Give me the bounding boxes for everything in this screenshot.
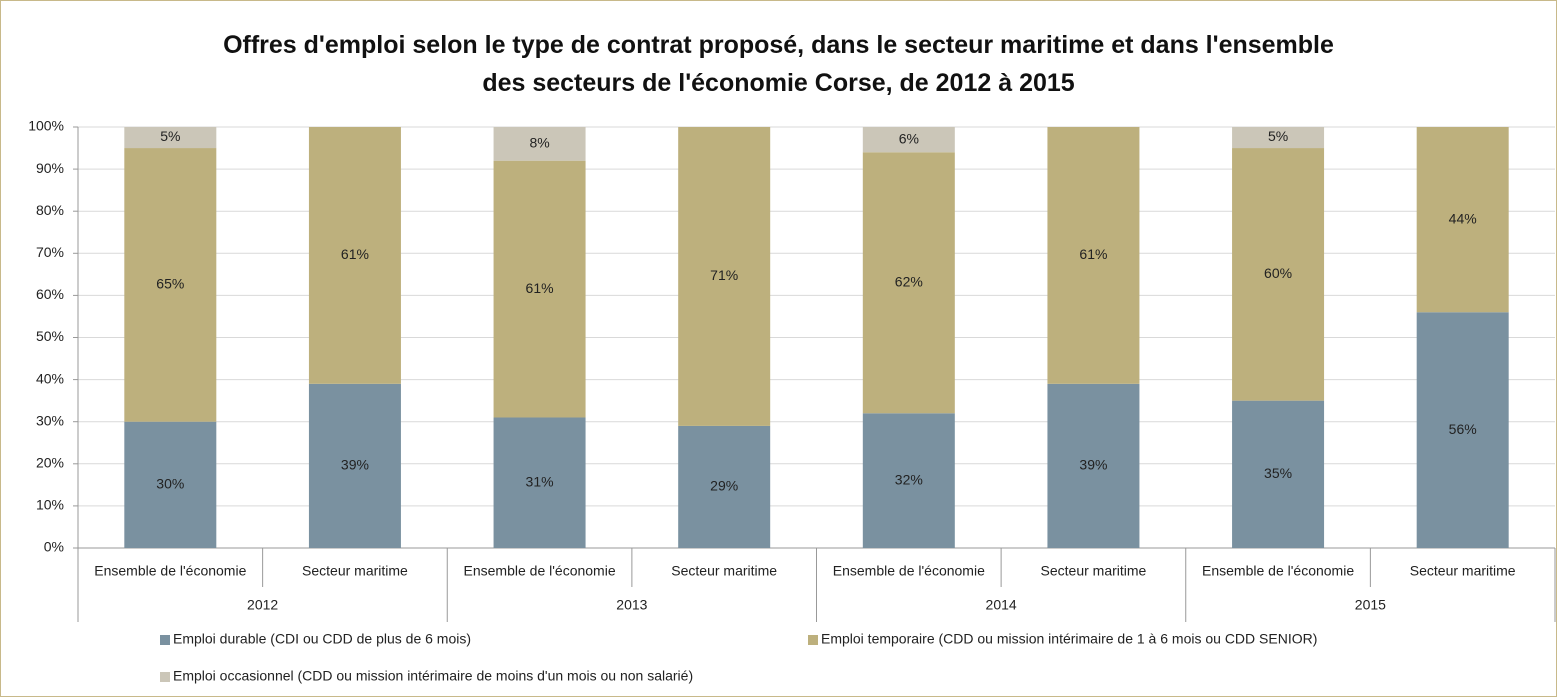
group-label: 2014 [986,597,1017,613]
group-label: 2012 [247,597,278,613]
group-label: 2015 [1355,597,1386,613]
data-label: 30% [156,476,184,492]
bar-segment [493,417,586,548]
data-label: 61% [341,246,369,262]
legend-swatch [808,635,818,645]
x-tick-label: Secteur maritime [302,563,408,579]
bar-segment [124,421,217,548]
data-label: 29% [710,478,738,494]
bar-segment [1047,383,1140,548]
bar-segment [678,127,771,426]
y-tick-label: 30% [36,412,64,428]
bar-segment [124,148,217,422]
bar-segment [308,383,401,548]
data-label: 31% [526,473,554,489]
data-label: 32% [895,471,923,487]
legend-label: Emploi temporaire (CDD ou mission intéri… [821,631,1317,647]
data-label: 71% [710,267,738,283]
legend-label: Emploi durable (CDI ou CDD de plus de 6 … [173,631,471,647]
y-tick-label: 60% [36,286,64,302]
x-tick-label: Secteur maritime [1410,563,1516,579]
legend-swatch [160,672,170,682]
bar-segment [1232,400,1325,548]
bar-segment [862,152,955,414]
bar-segment [1232,148,1325,401]
bar-segment [862,127,955,153]
data-label: 65% [156,276,184,292]
x-tick-label: Ensemble de l'économie [464,563,616,579]
y-tick-label: 100% [28,118,64,134]
bar-segment [1416,312,1509,548]
data-label: 6% [899,130,919,146]
y-tick-label: 40% [36,370,64,386]
bar-segment [862,413,955,548]
bar-segment [308,127,401,384]
data-label: 61% [526,280,554,296]
bar-segment [493,127,586,161]
y-tick-label: 90% [36,160,64,176]
y-tick-label: 80% [36,202,64,218]
data-label: 39% [341,457,369,473]
bar-segment [124,127,217,149]
bar-segment [678,425,771,548]
legend-swatch [160,635,170,645]
y-tick-label: 0% [44,539,64,555]
bar-segment [1232,127,1325,149]
chart-title: Offres d'emploi selon le type de contrat… [223,31,1334,97]
data-label: 8% [529,135,549,151]
x-tick-label: Secteur maritime [1041,563,1147,579]
data-label: 35% [1264,465,1292,481]
data-label: 44% [1449,210,1477,226]
bar-segment [1416,127,1509,313]
x-tick-label: Secteur maritime [671,563,777,579]
data-label: 62% [895,273,923,289]
bar-segment [493,160,586,418]
group-label: 2013 [616,597,647,613]
data-label: 60% [1264,265,1292,281]
x-tick-label: Ensemble de l'économie [94,563,246,579]
x-tick-label: Ensemble de l'économie [1202,563,1354,579]
legend-label: Emploi occasionnel (CDD ou mission intér… [173,668,693,684]
y-tick-label: 70% [36,244,64,260]
bar-segment [1047,127,1140,384]
data-label: 5% [160,128,180,144]
y-tick-label: 20% [36,455,64,471]
data-label: 61% [1079,246,1107,262]
data-label: 39% [1079,457,1107,473]
y-tick-label: 10% [36,497,64,513]
x-tick-label: Ensemble de l'économie [833,563,985,579]
data-label: 56% [1449,421,1477,437]
y-tick-label: 50% [36,328,64,344]
data-label: 5% [1268,128,1288,144]
